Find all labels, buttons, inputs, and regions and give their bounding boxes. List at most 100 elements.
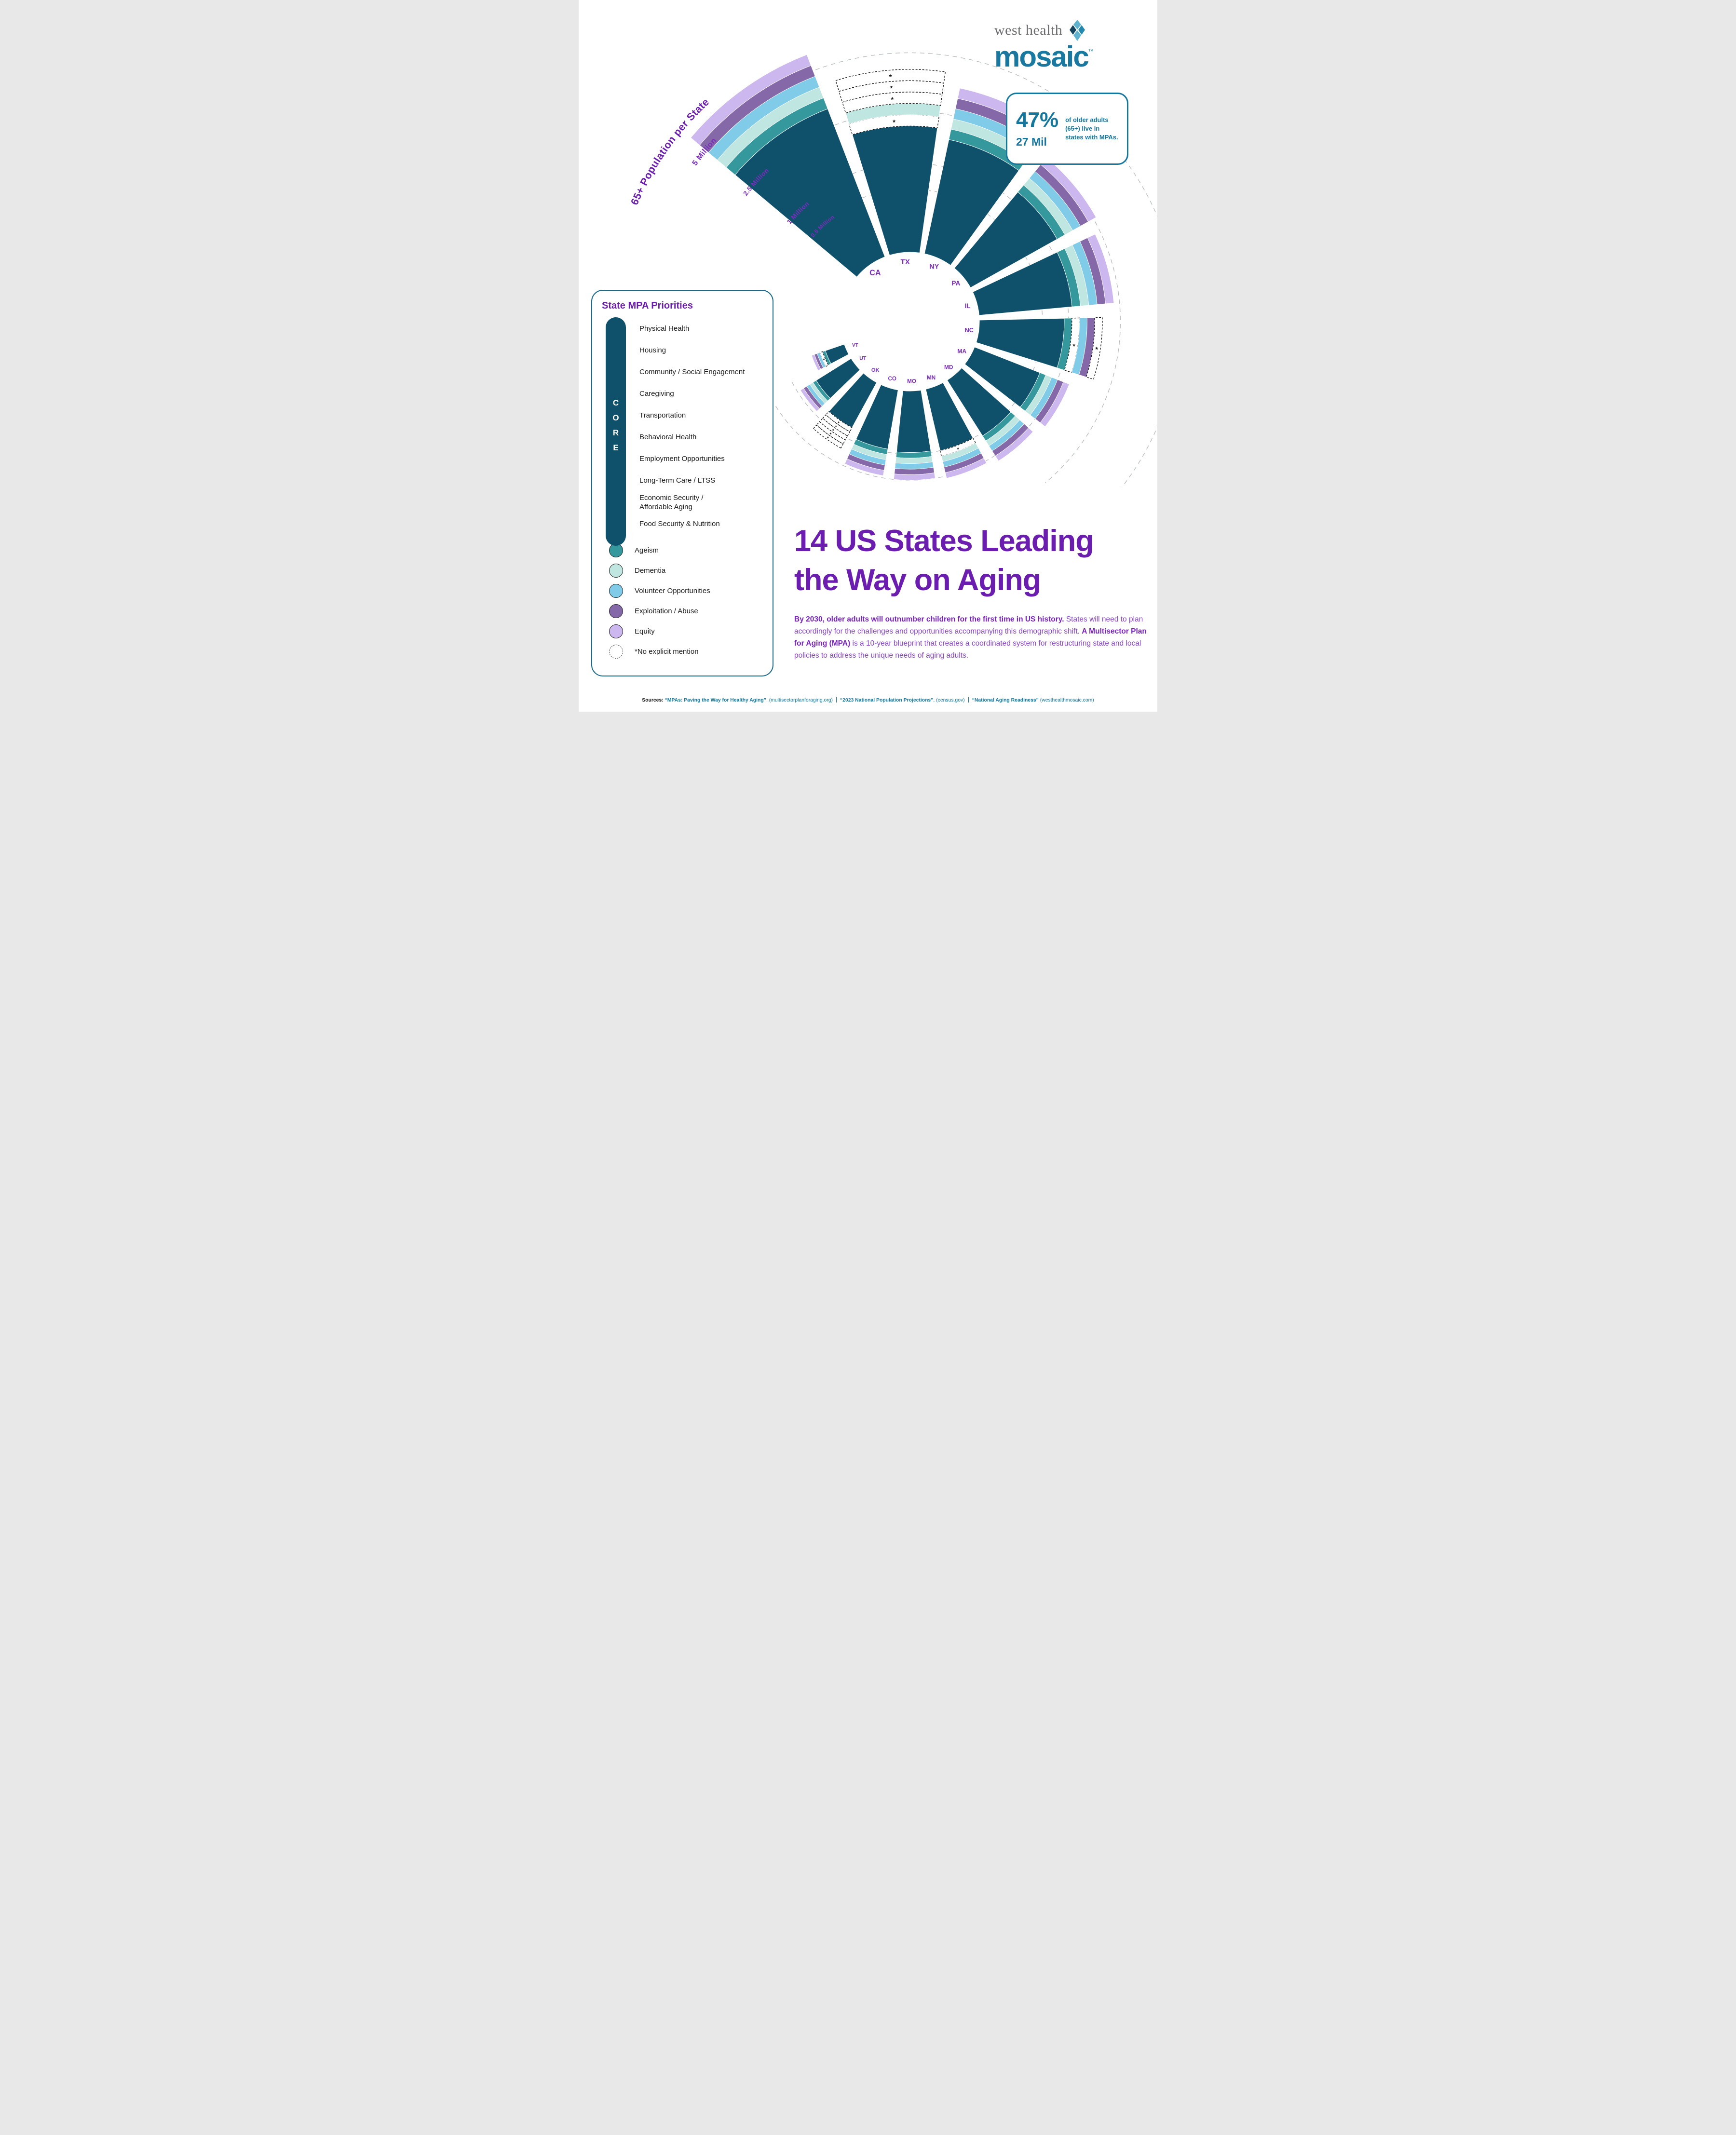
core-letter-O: O: [612, 413, 619, 422]
paragraph-bold-text: By 2030, older adults will outnumber chi…: [794, 615, 1066, 623]
ring-UT-equity: [800, 388, 820, 412]
page-title-line2: the Way on Aging: [794, 563, 1041, 597]
ring-NC-exploitation-abuse: [1078, 317, 1095, 378]
chart-wedge-CO: CO: [844, 376, 898, 476]
ring-CA-equity: [690, 54, 812, 146]
state-label-VT: VT: [852, 343, 858, 348]
ring-MN-equity: [945, 458, 987, 479]
state-label-NC: NC: [964, 326, 974, 334]
core-item-7: Long-Term Care / LTSS: [639, 476, 716, 485]
legend-label: Dementia: [635, 566, 666, 575]
source-site-1: , (census.gov): [933, 698, 965, 703]
chart-wedge-IL: IL: [965, 234, 1114, 316]
chart-wedge-PA: PA: [951, 157, 1097, 288]
ring-VT-equity: [811, 354, 821, 371]
no-mention-segment-MN-ageism: [939, 437, 976, 457]
ring-PA-equity: [1040, 157, 1097, 222]
legend-swatch: [609, 624, 623, 638]
sources-label: Sources:: [642, 698, 665, 703]
legend-item-exploitation-abuse: Exploitation / Abuse: [602, 601, 765, 621]
category-legend-list: Ageism Dementia Volunteer Opportunities Exp…: [602, 540, 765, 662]
legend-swatch: [609, 604, 623, 618]
legend-swatch: [609, 583, 623, 598]
core-item-9: Food Security & Nutrition: [639, 520, 720, 528]
no-mention-asterisk: *: [889, 73, 892, 81]
core-band-MO: [896, 390, 931, 453]
infographic-page: CA * * * * TX NY PA IL * * NC MA MD * MN MO CO * * * * * OK UT * V…: [579, 0, 1157, 712]
core-priority-list: Physical Health Housing Community / Social…: [602, 318, 765, 535]
legend-item-dementia: Dementia: [602, 560, 765, 581]
no-mention-asterisk: *: [832, 429, 834, 434]
core-letter-C: C: [612, 398, 619, 407]
state-label-MA: MA: [957, 348, 966, 354]
stat-description: of older adults (65+) live in states wit…: [1065, 116, 1118, 141]
state-label-MD: MD: [944, 364, 953, 371]
stat-callout-box: 47% 27 Mil of older adults (65+) live in…: [1006, 93, 1128, 165]
trademark-symbol: ™: [1088, 49, 1094, 54]
no-mention-asterisk: *: [893, 118, 895, 126]
chart-wedge-CA: CA: [690, 54, 885, 277]
chart-wedge-VT: * VT: [811, 343, 858, 371]
no-mention-segment-OK-dementia: [822, 414, 851, 436]
mosaic-wordmark: mosaic™: [994, 41, 1094, 73]
no-mention-asterisk: *: [957, 446, 960, 452]
ring-IL-equity: [1087, 234, 1114, 304]
core-letter-E: E: [613, 443, 619, 452]
state-label-MN: MN: [927, 374, 936, 381]
state-label-IL: IL: [965, 302, 971, 310]
westhealth-mosaic-logo: west health mosaic™: [994, 19, 1139, 71]
core-band-OK: [828, 373, 877, 428]
no-mention-asterisk: *: [1072, 342, 1075, 351]
legend-label: *No explicit mention: [635, 647, 699, 656]
core-item-5: Behavioral Health: [639, 433, 697, 442]
chart-wedge-MN: * MN: [925, 374, 987, 479]
no-mention-asterisk: *: [1095, 346, 1098, 354]
state-label-OK: OK: [871, 367, 880, 373]
no-mention-segment-NC-equity: [1085, 317, 1103, 380]
core-item-2: Community / Social Engagement: [639, 368, 745, 377]
no-mention-asterisk: *: [891, 96, 894, 104]
state-label-CO: CO: [888, 376, 896, 382]
no-mention-segment-OK-equity: [813, 424, 844, 449]
page-title: 14 US States Leading the Way on Aging: [794, 522, 1151, 600]
state-label-CA: CA: [869, 269, 881, 277]
stat-count: 27 Mil: [1016, 135, 1047, 148]
ring-CO-equity: [844, 459, 884, 476]
stat-percent: 47%: [1016, 108, 1059, 132]
source-site-2: (westhealthmosaic.com): [1038, 698, 1094, 703]
core-item-1: Housing: [639, 346, 666, 355]
ring-MA-equity: [1040, 381, 1070, 427]
core-item-4: Transportation: [639, 411, 686, 420]
core-item-3: Caregiving: [639, 390, 674, 398]
gridline-arc-2.5-million: [748, 110, 1121, 483]
no-mention-segment-TX-equity: [835, 69, 946, 92]
source-title-2: “National Aging Readiness”: [972, 698, 1039, 703]
legend-item-no-explicit-mention: *No explicit mention: [602, 641, 765, 662]
no-mention-asterisk: *: [838, 421, 840, 426]
ring-MD-equity: [995, 427, 1033, 461]
core-item-0: Physical Health: [639, 324, 690, 333]
state-label-PA: PA: [951, 280, 960, 287]
chart-wedge-MA: MA: [957, 347, 1070, 427]
no-mention-segment-TX-volunteer-opportunities: [841, 92, 943, 114]
no-mention-asterisk: *: [827, 436, 829, 441]
source-title-1: “2023 National Population Projections”: [840, 698, 934, 703]
core-letter-R: R: [612, 428, 619, 437]
chart-wedge-UT: UT: [800, 355, 867, 412]
state-label-MO: MO: [907, 378, 916, 384]
no-mention-segment-OK-ageism: [825, 411, 853, 432]
state-label-NY: NY: [929, 263, 939, 271]
legend-item-volunteer-opportunities: Volunteer Opportunities: [602, 581, 765, 601]
chart-wedge-OK: *****OK: [813, 367, 880, 449]
legend-item-ageism: Ageism: [602, 540, 765, 560]
mosaic-diamond-icon: [1070, 20, 1085, 41]
no-mention-asterisk: *: [890, 84, 893, 93]
legend-item-equity: Equity: [602, 621, 765, 641]
intro-paragraph: By 2030, older adults will outnumber chi…: [794, 613, 1153, 662]
chart-wedge-MD: MD: [944, 364, 1033, 461]
sources-separator: [836, 697, 837, 703]
paragraph-bold-text: A Multisector Plan for Aging (MPA): [794, 627, 1147, 648]
no-mention-asterisk: *: [829, 432, 831, 437]
